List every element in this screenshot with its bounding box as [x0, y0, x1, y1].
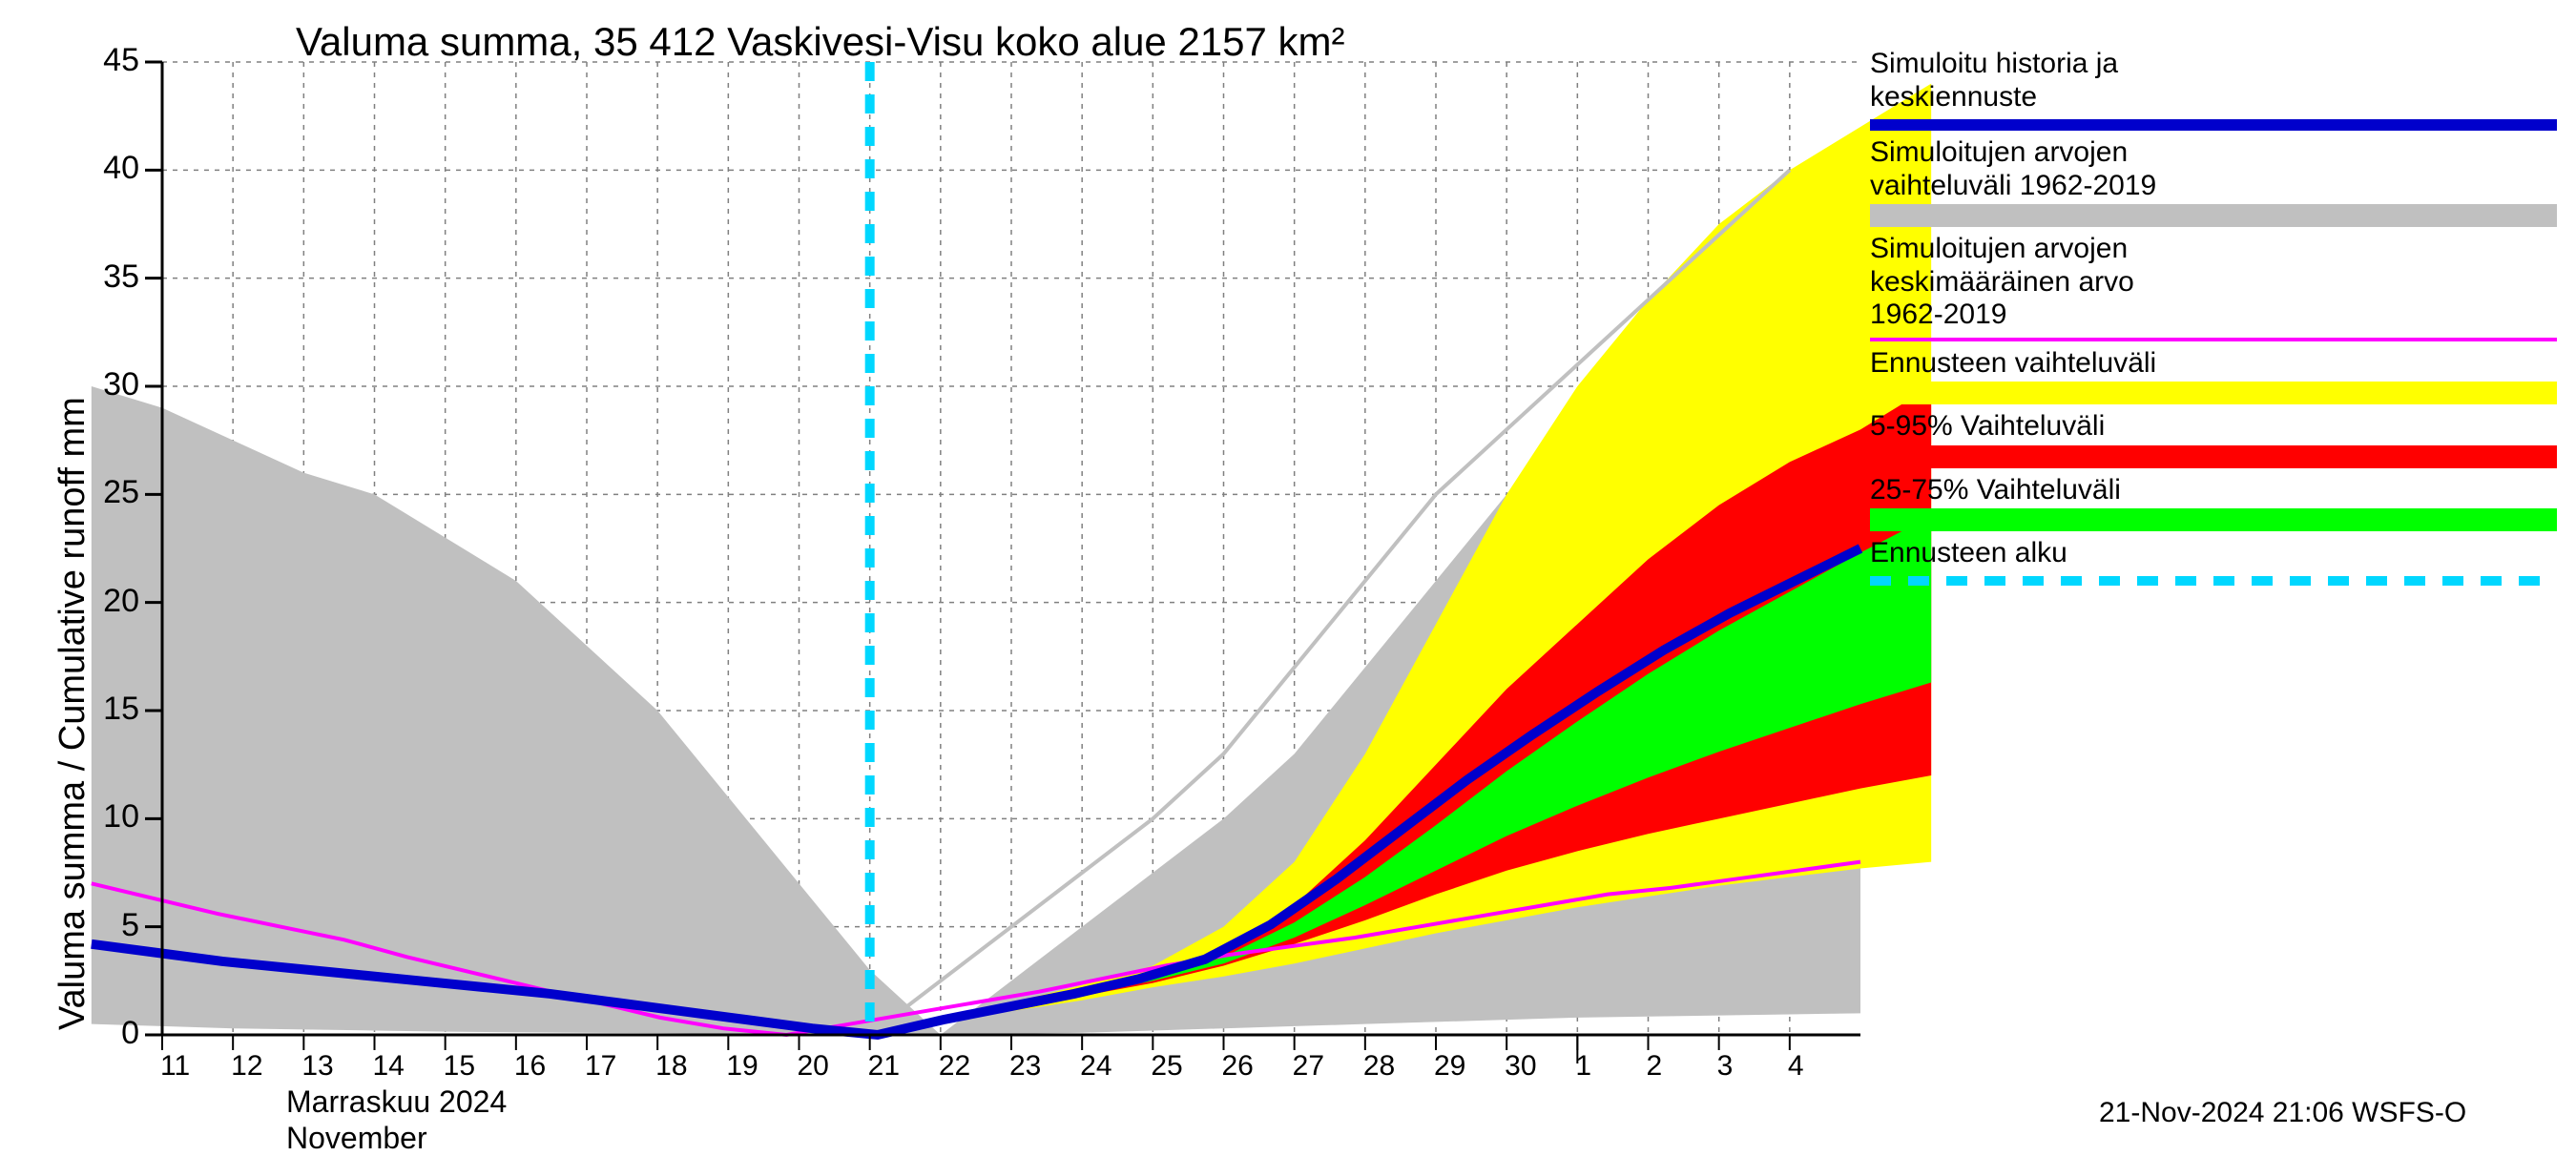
x-tick-label: 13 — [301, 1050, 333, 1083]
legend-item: Ennusteen vaihteluväli — [1870, 347, 2557, 405]
month-label-1: Marraskuu 2024 — [286, 1084, 507, 1120]
y-tick-label: 0 — [121, 1015, 139, 1052]
legend-text: Simuloitujen arvojenvaihteluväli 1962-20… — [1870, 136, 2557, 202]
x-tick-label: 29 — [1434, 1050, 1465, 1083]
x-tick-label: 30 — [1505, 1050, 1536, 1083]
x-tick-label: 18 — [655, 1050, 687, 1083]
y-tick-label: 20 — [103, 583, 139, 620]
x-tick-label: 27 — [1293, 1050, 1324, 1083]
x-tick-label: 16 — [514, 1050, 546, 1083]
y-tick-label: 25 — [103, 474, 139, 511]
x-tick-label: 11 — [160, 1050, 190, 1083]
legend-text: 5-95% Vaihteluväli — [1870, 410, 2557, 444]
chart-title: Valuma summa, 35 412 Vaskivesi-Visu koko… — [296, 19, 1345, 65]
x-tick-label: 25 — [1151, 1050, 1182, 1083]
legend-text: Ennusteen alku — [1870, 537, 2557, 570]
x-tick-label: 26 — [1222, 1050, 1254, 1083]
y-tick-label: 10 — [103, 798, 139, 836]
x-tick-label: 21 — [868, 1050, 900, 1083]
x-tick-label: 19 — [726, 1050, 758, 1083]
legend-text: Ennusteen vaihteluväli — [1870, 347, 2557, 381]
x-tick-label: 17 — [585, 1050, 616, 1083]
x-tick-label: 3 — [1717, 1050, 1734, 1083]
legend-item: Simuloitujen arvojenkeskimääräinen arvo … — [1870, 233, 2557, 341]
legend-text: Simuloitujen arvojenkeskimääräinen arvo … — [1870, 233, 2557, 332]
x-tick-label: 22 — [939, 1050, 970, 1083]
y-tick-label: 35 — [103, 258, 139, 296]
y-tick-label: 45 — [103, 42, 139, 79]
x-tick-label: 1 — [1575, 1050, 1591, 1083]
y-tick-label: 30 — [103, 366, 139, 403]
x-tick-label: 2 — [1647, 1050, 1663, 1083]
legend-swatch — [1870, 508, 2557, 531]
x-tick-label: 23 — [1009, 1050, 1041, 1083]
legend-item: Simuloitu historia jakeskiennuste — [1870, 48, 2557, 131]
legend-item: 25-75% Vaihteluväli — [1870, 474, 2557, 532]
legend-swatch — [1870, 204, 2557, 227]
x-tick-label: 20 — [798, 1050, 829, 1083]
y-tick-label: 15 — [103, 691, 139, 728]
x-tick-label: 24 — [1080, 1050, 1111, 1083]
legend-text: 25-75% Vaihteluväli — [1870, 474, 2557, 507]
legend-swatch — [1870, 382, 2557, 404]
legend-swatch — [1870, 119, 2557, 131]
legend-text: Simuloitu historia jakeskiennuste — [1870, 48, 2557, 114]
x-tick-label: 12 — [231, 1050, 262, 1083]
x-tick-label: 15 — [444, 1050, 475, 1083]
legend-item: Simuloitujen arvojenvaihteluväli 1962-20… — [1870, 136, 2557, 227]
chart-container: Valuma summa, 35 412 Vaskivesi-Visu koko… — [0, 0, 2576, 1145]
y-axis-label: Valuma summa / Cumulative runoff mm — [52, 397, 93, 1030]
legend-item: Ennusteen alku — [1870, 537, 2557, 586]
month-label-2: November — [286, 1121, 427, 1156]
y-tick-label: 5 — [121, 907, 139, 944]
legend-swatch — [1870, 445, 2557, 468]
legend-item: 5-95% Vaihteluväli — [1870, 410, 2557, 468]
y-tick-label: 40 — [103, 150, 139, 187]
x-tick-label: 28 — [1363, 1050, 1395, 1083]
legend-swatch — [1870, 338, 2557, 341]
chart-legend: Simuloitu historia jakeskiennuste Simuloi… — [1870, 48, 2557, 591]
chart-footer: 21-Nov-2024 21:06 WSFS-O — [2099, 1097, 2466, 1129]
x-tick-label: 14 — [373, 1050, 405, 1083]
x-tick-label: 4 — [1788, 1050, 1804, 1083]
legend-swatch — [1870, 576, 2557, 586]
